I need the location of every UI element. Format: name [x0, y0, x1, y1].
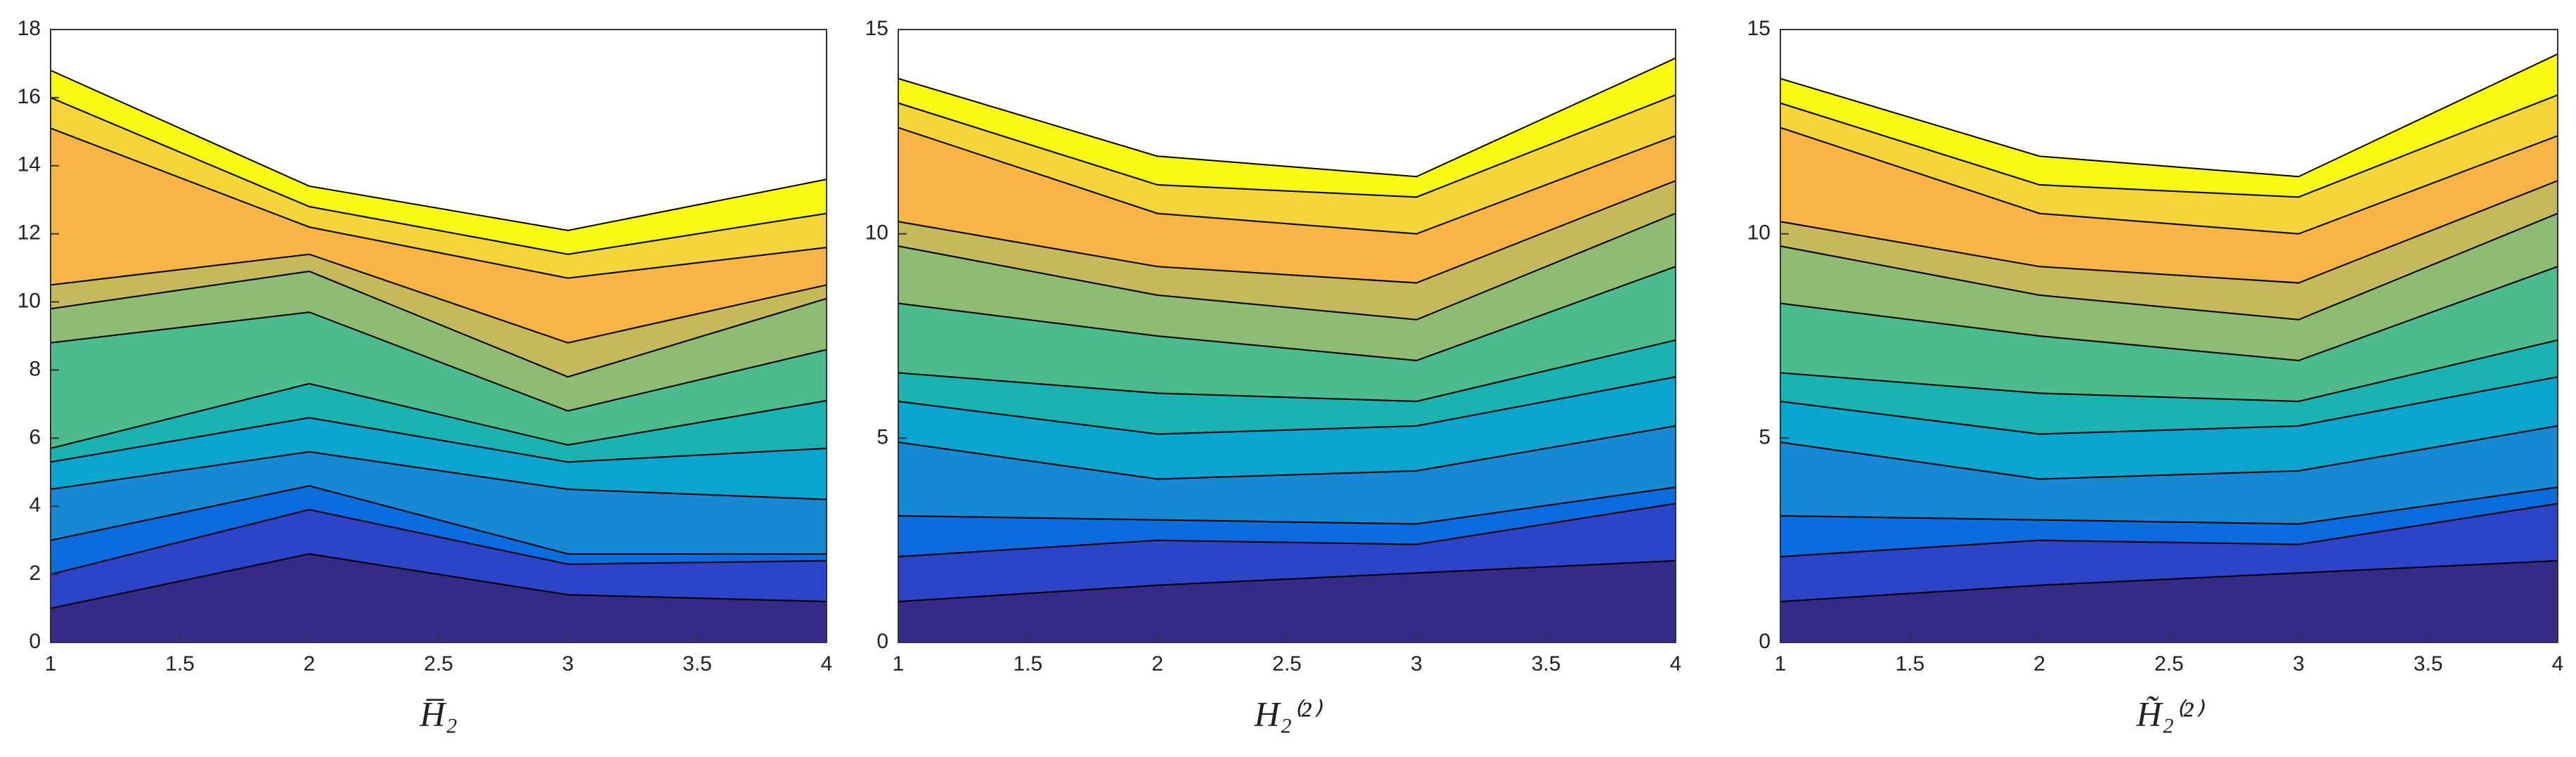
x-axis-label: H̃₂⁽²⁾ — [2135, 694, 2205, 733]
x-tick-label: 2 — [304, 652, 316, 675]
y-tick-label: 10 — [1747, 221, 1771, 245]
x-axis-label: H̅₂ — [419, 694, 458, 733]
x-tick-label: 4 — [821, 652, 833, 675]
y-tick-label: 12 — [18, 221, 41, 245]
y-tick-label: 6 — [29, 425, 41, 448]
y-tick-label: 5 — [1759, 425, 1771, 448]
x-tick-label: 1 — [45, 652, 57, 675]
y-tick-label: 0 — [29, 630, 41, 653]
y-tick-label: 8 — [29, 357, 41, 380]
x-tick-label: 2 — [1151, 652, 1163, 675]
x-tick-label: 1.5 — [165, 652, 195, 675]
x-tick-label: 1.5 — [1013, 652, 1042, 675]
y-tick-label: 18 — [18, 17, 41, 40]
x-tick-label: 3.5 — [682, 652, 712, 675]
x-tick-label: 1 — [1775, 652, 1787, 675]
x-tick-label: 2.5 — [424, 652, 453, 675]
x-tick-label: 3.5 — [2414, 652, 2443, 675]
x-tick-label: 4 — [2552, 652, 2564, 675]
y-tick-label: 5 — [876, 425, 888, 448]
x-tick-label: 3 — [1411, 652, 1423, 675]
x-tick-label: 2 — [2033, 652, 2045, 675]
x-tick-label: 1 — [893, 652, 905, 675]
x-tick-label: 1.5 — [1895, 652, 1924, 675]
y-tick-label: 10 — [18, 289, 41, 312]
y-tick-label: 16 — [18, 85, 41, 108]
y-tick-label: 14 — [18, 153, 41, 176]
x-tick-label: 3.5 — [1532, 652, 1561, 675]
y-tick-label: 0 — [1759, 630, 1771, 653]
x-tick-label: 3 — [2293, 652, 2305, 675]
x-tick-label: 4 — [1670, 652, 1682, 675]
x-tick-label: 2.5 — [2154, 652, 2184, 675]
y-tick-label: 10 — [865, 221, 888, 245]
y-tick-label: 2 — [29, 562, 41, 585]
y-tick-label: 0 — [876, 630, 888, 653]
y-tick-label: 4 — [29, 493, 41, 517]
y-tick-label: 15 — [865, 17, 888, 40]
x-tick-label: 3 — [562, 652, 574, 675]
x-tick-label: 2.5 — [1272, 652, 1302, 675]
y-tick-label: 15 — [1747, 17, 1771, 40]
x-axis-label: H₂⁽²⁾ — [1253, 694, 1323, 733]
